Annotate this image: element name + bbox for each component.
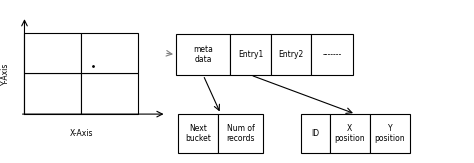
Text: Next
bucket: Next bucket [185,124,211,143]
Bar [271,34,311,75]
Text: X
position: X position [335,124,365,143]
Text: Y
position: Y position [375,124,405,143]
Text: Entry1: Entry1 [238,50,263,59]
Bar [301,114,330,153]
Text: Entry2: Entry2 [278,50,303,59]
Bar [219,114,264,153]
Text: Y-Axis: Y-Axis [1,62,10,85]
Bar [81,73,138,114]
Text: Num of
records: Num of records [227,124,255,143]
Bar [178,114,219,153]
Bar [176,34,230,75]
Text: ID: ID [311,129,319,138]
Bar [25,73,81,114]
Text: X-Axis: X-Axis [70,129,93,138]
Bar [81,33,138,73]
Bar [230,34,271,75]
Bar [25,33,81,73]
Bar [370,114,410,153]
Text: -------: ------- [322,50,342,59]
Text: meta
data: meta data [193,45,213,64]
Bar [311,34,353,75]
Bar [330,114,370,153]
